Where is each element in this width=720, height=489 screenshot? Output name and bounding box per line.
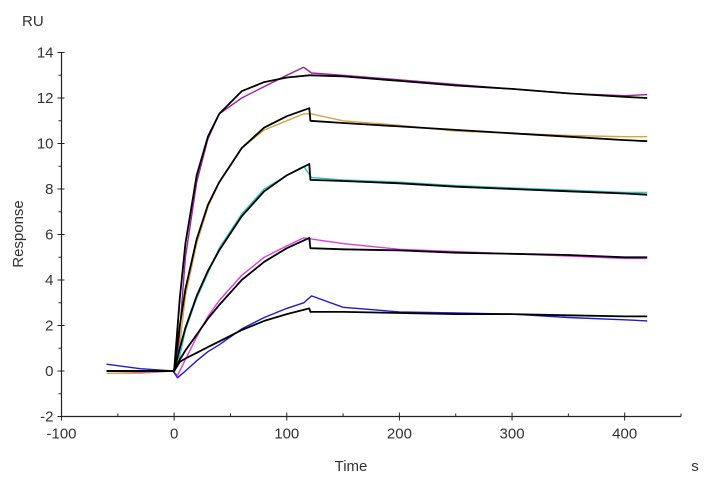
- y-unit-label: RU: [22, 13, 44, 30]
- x-tick-label: 0: [170, 426, 178, 443]
- fit-curve: [106, 236, 648, 372]
- y-tick-label: 0: [45, 363, 53, 380]
- x-unit-label: s: [691, 458, 699, 475]
- axes: -2 0 2 4 6 8 10 12 14 -100 0 100 200 300 400: [37, 45, 682, 443]
- x-tick-label: 300: [500, 426, 525, 443]
- fit-curve: [106, 307, 648, 372]
- y-axis-title: Response: [10, 200, 27, 268]
- measured-curve: [106, 237, 648, 377]
- y-tick-label: 8: [45, 181, 53, 198]
- y-tick-label: 10: [37, 136, 54, 153]
- x-tick-label: 400: [612, 426, 637, 443]
- fit-curve: [106, 163, 648, 372]
- y-tick-label: 12: [37, 90, 54, 107]
- x-tick-label: 100: [274, 426, 299, 443]
- x-tick-label: -100: [46, 426, 76, 443]
- measured-curve: [106, 165, 648, 372]
- x-axis-title: Time: [335, 458, 368, 475]
- x-tick-label: 200: [387, 426, 412, 443]
- y-tick-label: 14: [37, 45, 54, 62]
- y-tick-label: 6: [45, 227, 53, 244]
- measured-curve: [106, 295, 648, 379]
- y-tick-label: -2: [40, 409, 53, 426]
- fit-curve: [106, 74, 648, 372]
- y-tick-label: 4: [45, 272, 53, 289]
- y-tick-label: 2: [45, 318, 53, 335]
- series-lines: [106, 66, 648, 379]
- fit-curve: [106, 107, 648, 372]
